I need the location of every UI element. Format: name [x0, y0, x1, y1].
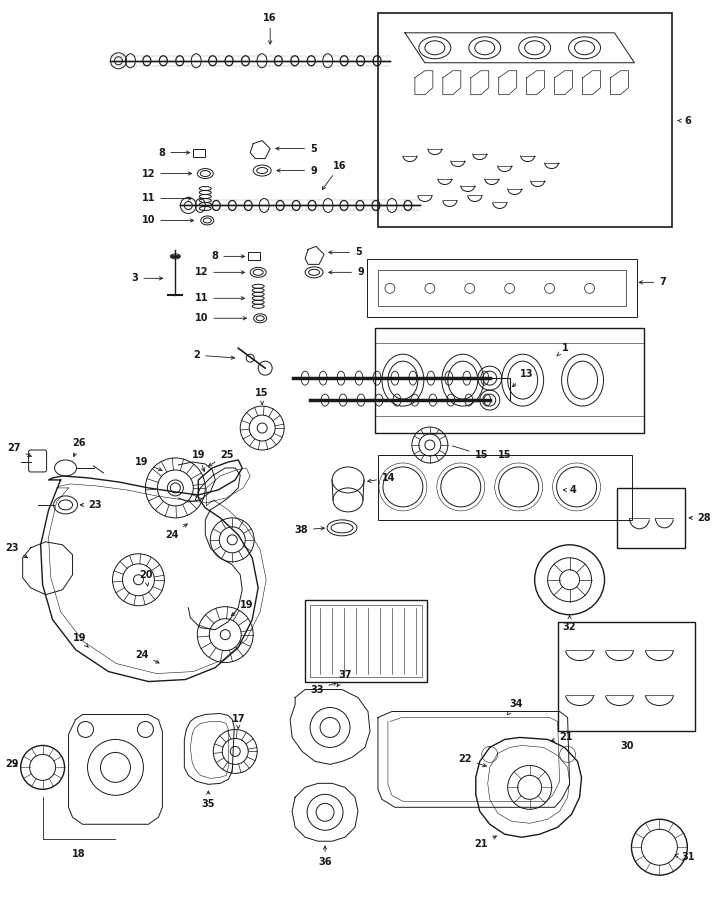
- Text: 3: 3: [131, 274, 163, 284]
- Text: 19: 19: [135, 457, 162, 471]
- Text: 15: 15: [256, 388, 269, 404]
- Text: 5: 5: [276, 144, 317, 154]
- Text: 10: 10: [195, 313, 246, 323]
- Text: 25: 25: [208, 450, 233, 466]
- Text: 12: 12: [195, 267, 244, 277]
- Text: 19: 19: [73, 633, 89, 647]
- Text: 9: 9: [328, 267, 363, 277]
- Text: 5: 5: [328, 248, 362, 257]
- Bar: [618, 488, 685, 548]
- Text: 30: 30: [620, 742, 634, 751]
- Bar: [378, 455, 633, 520]
- Text: 18: 18: [71, 850, 86, 859]
- Text: 4: 4: [563, 485, 576, 495]
- Text: 35: 35: [201, 791, 215, 809]
- Text: 21: 21: [551, 733, 573, 742]
- Text: 11: 11: [142, 194, 191, 203]
- Text: 38: 38: [294, 525, 324, 535]
- Bar: [193, 148, 206, 157]
- Text: 10: 10: [142, 215, 193, 225]
- Bar: [310, 605, 422, 677]
- Text: 8: 8: [211, 251, 244, 261]
- Text: 7: 7: [639, 277, 666, 287]
- Text: 21: 21: [474, 836, 496, 850]
- Text: 24: 24: [135, 650, 159, 663]
- Text: 19: 19: [231, 599, 253, 616]
- Bar: [378, 13, 673, 228]
- Text: 24: 24: [165, 524, 187, 540]
- Text: 26: 26: [72, 438, 85, 456]
- Bar: [248, 252, 260, 260]
- Text: 33: 33: [310, 682, 336, 695]
- Text: 23: 23: [5, 543, 28, 558]
- Text: 12: 12: [142, 168, 191, 178]
- Text: 1: 1: [557, 343, 568, 356]
- Text: 11: 11: [195, 293, 244, 303]
- Text: 14: 14: [368, 472, 396, 483]
- Text: 37: 37: [337, 670, 352, 687]
- Text: 23: 23: [80, 500, 102, 510]
- Text: 22: 22: [458, 754, 486, 767]
- Text: 28: 28: [689, 513, 711, 523]
- Text: 29: 29: [5, 760, 19, 770]
- Text: 31: 31: [675, 852, 695, 862]
- Text: 2: 2: [193, 350, 234, 360]
- Text: 15: 15: [453, 446, 488, 460]
- Text: 6: 6: [678, 115, 691, 126]
- Text: 19: 19: [192, 450, 206, 472]
- Text: 16: 16: [322, 160, 347, 190]
- Bar: [375, 328, 645, 433]
- Text: 34: 34: [507, 699, 523, 715]
- Bar: [378, 270, 626, 306]
- Bar: [558, 622, 695, 732]
- Text: 8: 8: [159, 148, 190, 157]
- Text: 13: 13: [513, 369, 533, 387]
- Text: 9: 9: [277, 166, 317, 176]
- Text: 17: 17: [231, 715, 245, 728]
- Bar: [305, 599, 427, 681]
- Text: 27: 27: [7, 443, 31, 456]
- Text: 15: 15: [498, 450, 511, 460]
- Text: 20: 20: [139, 570, 152, 586]
- Text: 32: 32: [563, 616, 576, 632]
- Text: 36: 36: [318, 846, 332, 868]
- Text: 16: 16: [263, 13, 277, 44]
